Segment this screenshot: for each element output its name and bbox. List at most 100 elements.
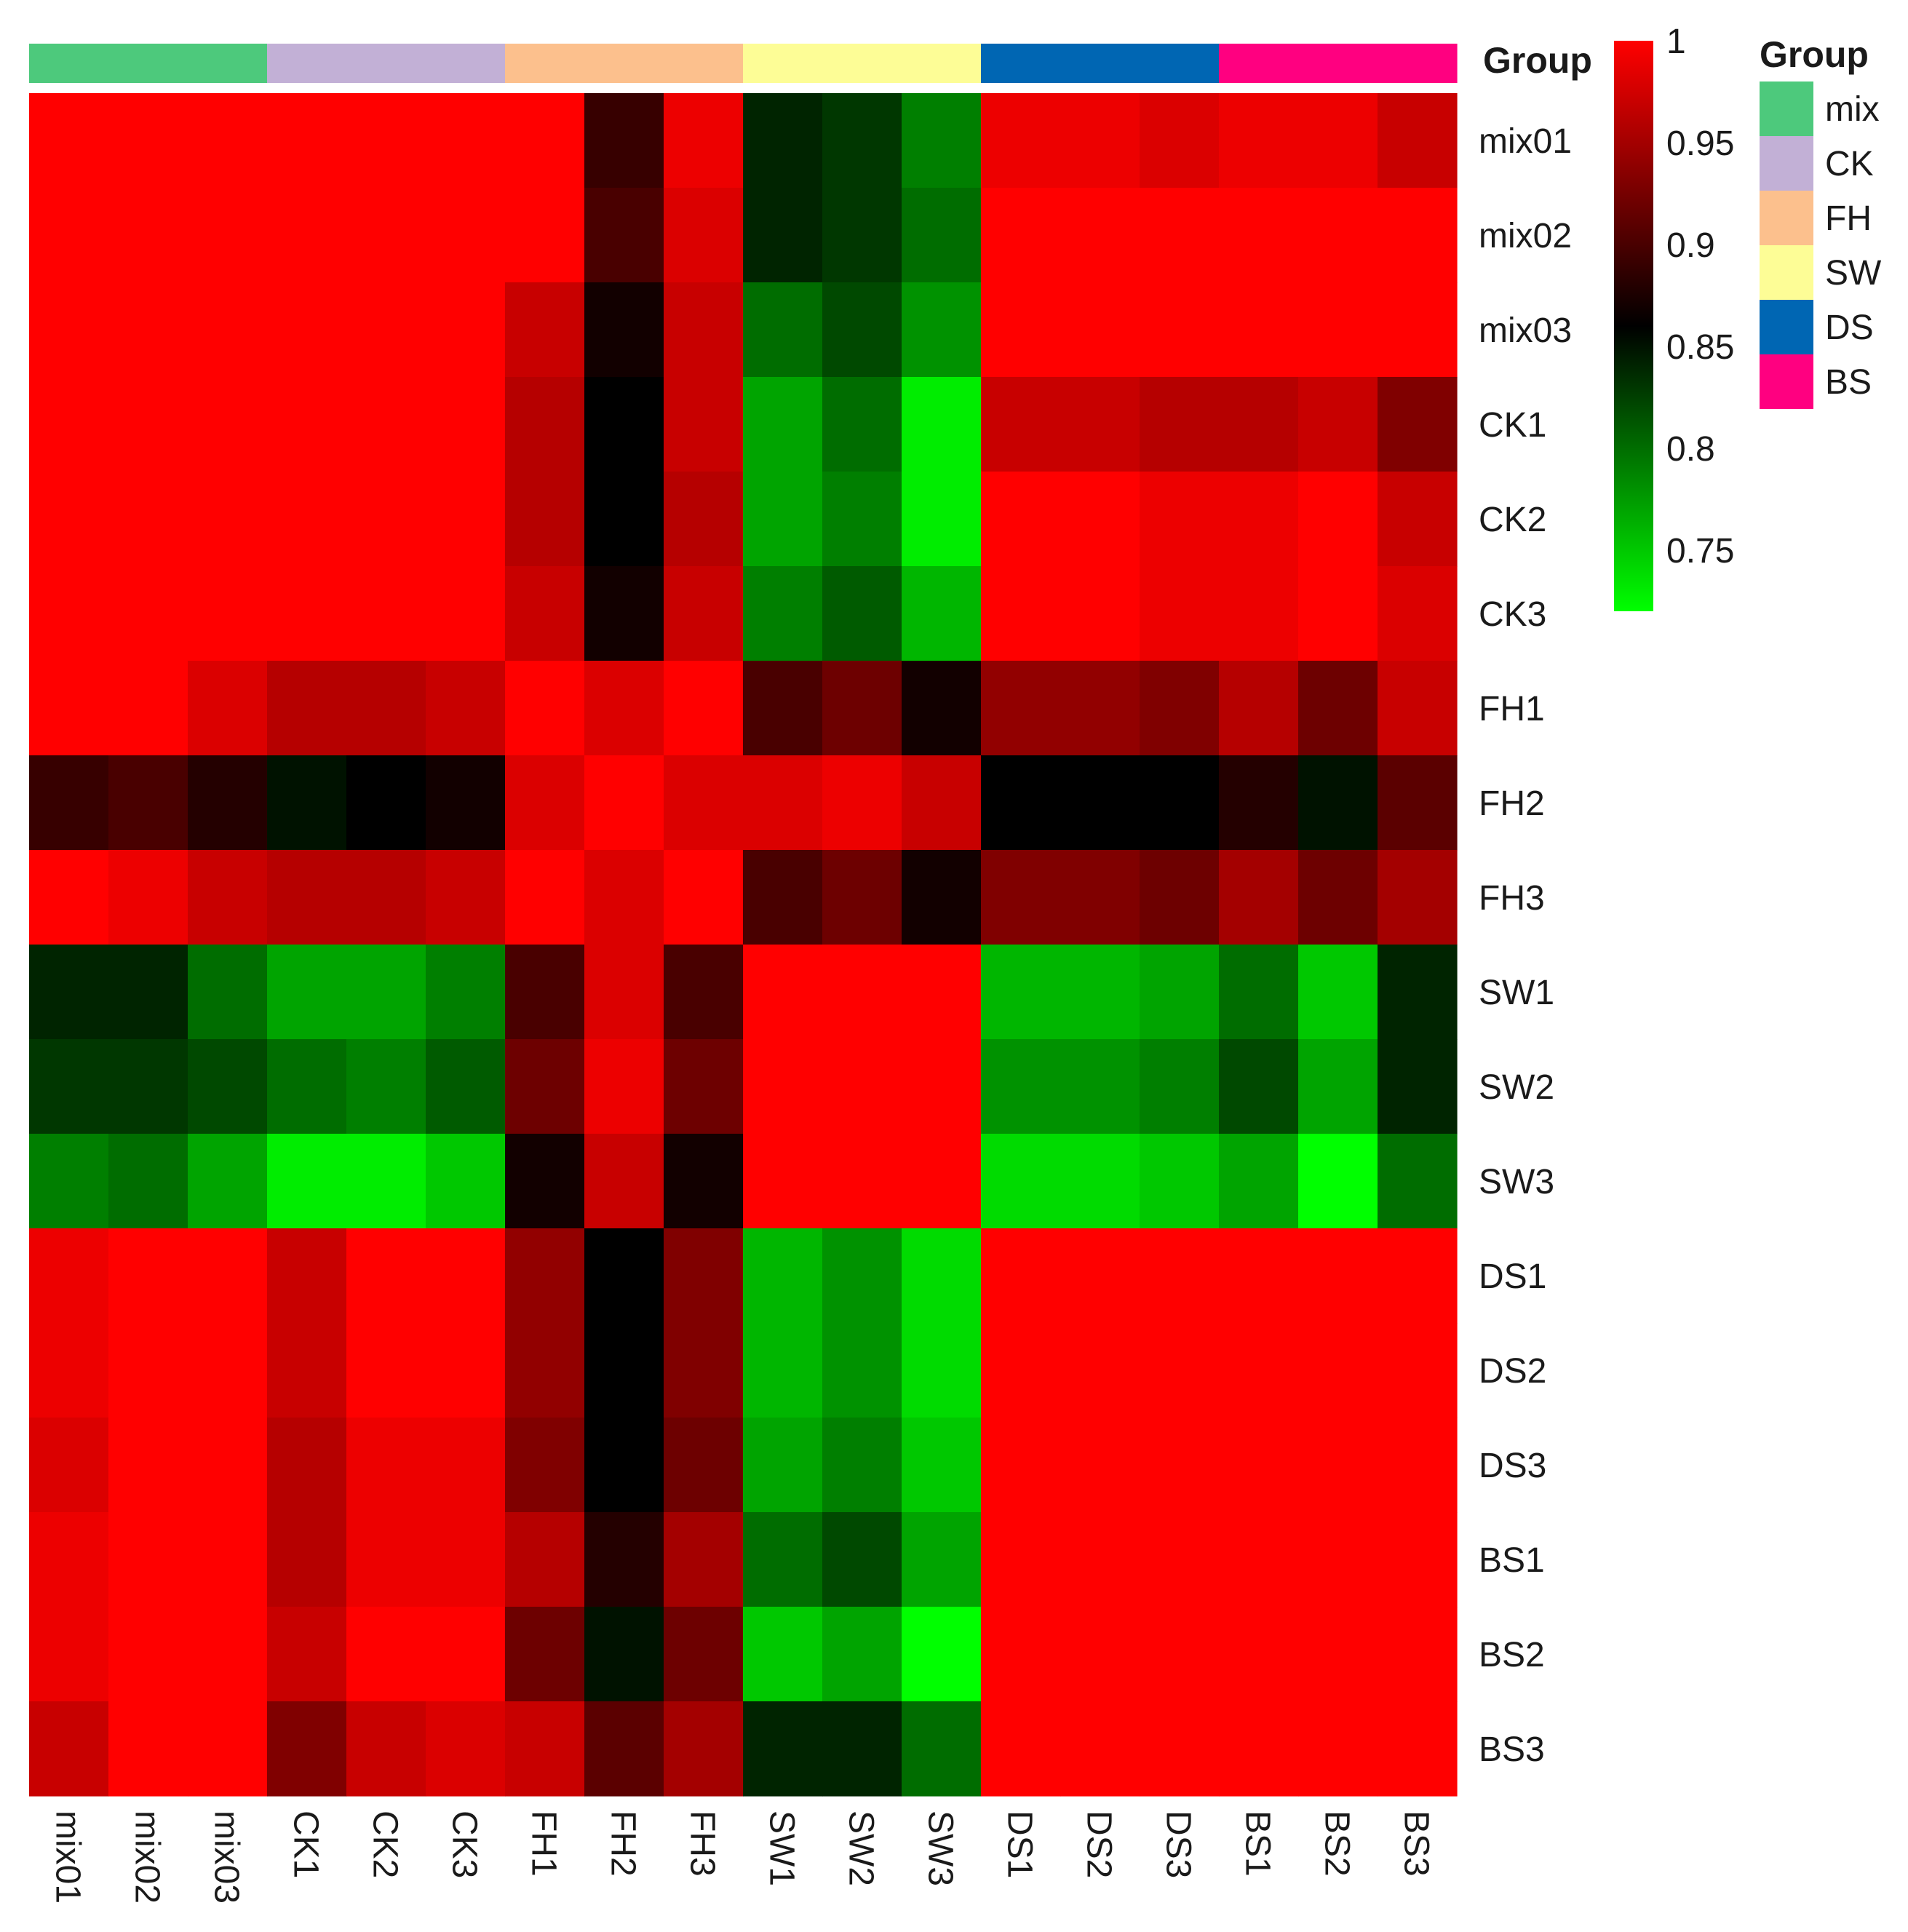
heatmap-cell: [346, 1701, 426, 1797]
heatmap-cell: [505, 93, 585, 188]
heatmap-cell: [902, 1512, 982, 1607]
heatmap-cell: [426, 282, 506, 378]
heatmap-cell: [1060, 850, 1140, 945]
legend-swatch-ck: [1760, 136, 1813, 191]
heatmap-cell: [743, 1607, 823, 1702]
heatmap-cell: [108, 566, 188, 661]
heatmap-cell: [1060, 1701, 1140, 1797]
heatmap-cell: [902, 472, 982, 567]
heatmap-cell: [1140, 1701, 1220, 1797]
heatmap-cell: [584, 566, 664, 661]
heatmap-cell: [267, 1134, 347, 1229]
heatmap-cell: [29, 1228, 109, 1324]
heatmap-cell: [505, 945, 585, 1040]
row-label: BS2: [1479, 1636, 1545, 1674]
heatmap-cell: [1140, 850, 1220, 945]
heatmap-cell: [743, 377, 823, 472]
heatmap-cell: [426, 472, 506, 567]
heatmap-cell: [584, 661, 664, 756]
heatmap-cell: [1378, 1701, 1458, 1797]
legend-swatch-sw: [1760, 245, 1813, 300]
heatmap-cell: [346, 1323, 426, 1418]
heatmap-cell: [1298, 566, 1378, 661]
heatmap-cell: [1060, 566, 1140, 661]
column-label: BS1: [1239, 1810, 1277, 1877]
heatmap-cell: [1298, 1228, 1378, 1324]
heatmap-cell: [346, 850, 426, 945]
row-label: FH2: [1479, 784, 1545, 823]
heatmap-cell: [981, 93, 1061, 188]
heatmap-cell: [584, 1512, 664, 1607]
heatmap-cell: [981, 1607, 1061, 1702]
heatmap-cell: [108, 282, 188, 378]
heatmap-cell: [1298, 1323, 1378, 1418]
heatmap-cell: [981, 1134, 1061, 1229]
heatmap-cell: [1060, 1134, 1140, 1229]
heatmap-cell: [1060, 377, 1140, 472]
heatmap-cell: [29, 566, 109, 661]
heatmap-cell: [188, 1228, 268, 1324]
heatmap-cell: [346, 661, 426, 756]
column-label: CK1: [287, 1810, 325, 1878]
heatmap-cell: [664, 661, 744, 756]
heatmap-cell: [29, 1134, 109, 1229]
column-label: FH2: [604, 1810, 643, 1877]
heatmap-cell: [743, 472, 823, 567]
heatmap-cell: [267, 1323, 347, 1418]
heatmap-cell: [188, 1607, 268, 1702]
row-label: SW3: [1479, 1163, 1554, 1201]
column-label: CK2: [366, 1810, 405, 1878]
heatmap-cell: [1298, 1512, 1378, 1607]
heatmap-cell: [188, 472, 268, 567]
row-label: DS1: [1479, 1257, 1546, 1296]
heatmap-cell: [584, 1701, 664, 1797]
annotation-cell-ds: [981, 44, 1061, 83]
annotation-cell-bs: [1219, 44, 1299, 83]
heatmap-cell: [1378, 1607, 1458, 1702]
heatmap-cell: [1140, 377, 1220, 472]
annotation-cell-mix: [108, 44, 188, 83]
heatmap-cell: [584, 188, 664, 283]
row-label: BS1: [1479, 1541, 1545, 1580]
row-label: CK1: [1479, 406, 1546, 445]
heatmap-cell: [584, 945, 664, 1040]
heatmap-cell: [1219, 282, 1299, 378]
heatmap-cell: [902, 661, 982, 756]
heatmap-cell: [1140, 755, 1220, 851]
heatmap-cell: [1219, 1134, 1299, 1229]
heatmap-cell: [902, 1228, 982, 1324]
heatmap-cell: [981, 1323, 1061, 1418]
heatmap-cell: [822, 377, 902, 472]
legend-swatch-bs: [1760, 354, 1813, 409]
legend-label-fh: FH: [1825, 199, 1872, 238]
heatmap-cell: [1298, 661, 1378, 756]
annotation-cell-sw: [743, 44, 823, 83]
heatmap-cell: [346, 1512, 426, 1607]
colorbar-tick-label: 0.8: [1666, 430, 1715, 469]
heatmap-cell: [267, 850, 347, 945]
heatmap-cell: [1140, 1039, 1220, 1134]
heatmap-cell: [1140, 93, 1220, 188]
annotation-cell-fh: [505, 44, 585, 83]
heatmap-cell: [1378, 755, 1458, 851]
heatmap-cell: [426, 1607, 506, 1702]
heatmap-cell: [505, 1134, 585, 1229]
heatmap-cell: [346, 1418, 426, 1513]
column-label: CK3: [445, 1810, 484, 1878]
heatmap-cell: [426, 945, 506, 1040]
column-label: DS3: [1159, 1810, 1198, 1878]
heatmap-cell: [664, 1134, 744, 1229]
heatmap-cell: [1378, 188, 1458, 283]
heatmap-cell: [981, 1228, 1061, 1324]
heatmap-cell: [1219, 945, 1299, 1040]
heatmap-cell: [108, 1607, 188, 1702]
row-label: FH3: [1479, 879, 1545, 918]
heatmap-cell: [505, 661, 585, 756]
group-annotation-bar: [29, 44, 1458, 83]
heatmap-cell: [505, 1323, 585, 1418]
heatmap-cell: [902, 1418, 982, 1513]
heatmap-cell: [267, 188, 347, 283]
heatmap-cell: [346, 472, 426, 567]
heatmap-cell: [188, 377, 268, 472]
heatmap-cell: [426, 755, 506, 851]
